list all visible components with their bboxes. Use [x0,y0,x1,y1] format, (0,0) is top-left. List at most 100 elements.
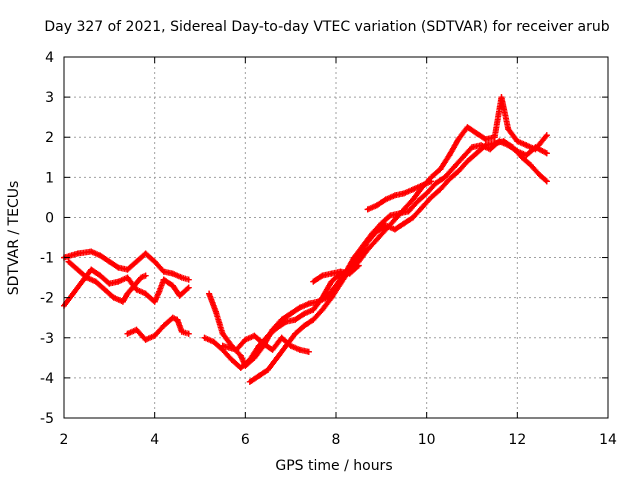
data-point [212,308,219,315]
data-point [473,130,480,137]
data-point [160,322,167,329]
data-point [446,176,453,183]
series-track-8 [246,138,550,385]
data-point [274,354,281,361]
data-point [505,126,512,133]
data-point [523,152,530,159]
data-point [124,266,131,273]
data-point [219,342,226,349]
data-point [319,272,326,279]
data-point [543,178,550,185]
data-point [70,290,77,297]
data-point [119,298,126,305]
data-point [265,366,271,373]
data-point [509,144,516,151]
data-point [156,288,163,295]
data-point [310,306,317,313]
data-point [310,278,317,285]
data-point [169,314,176,321]
data-point [74,250,81,257]
data-point [310,316,317,323]
data-point [337,280,344,287]
data-point [414,198,421,205]
data-point [391,192,398,199]
data-point [160,268,167,275]
data-point [364,246,371,253]
data-point [185,330,192,337]
data-point [482,142,489,149]
data-point [428,194,435,201]
data-point [246,356,253,363]
series-track-10 [364,178,435,213]
data-point [185,284,192,291]
data-point [255,342,262,349]
data-point [464,158,471,165]
data-point [83,274,90,281]
series-track-6 [201,94,550,371]
data-point [405,208,412,215]
data-point [459,154,466,161]
data-point [523,142,530,149]
data-point [176,292,183,299]
data-point [206,290,213,297]
data-point [328,278,335,285]
data-point [301,310,308,317]
data-point [142,290,149,297]
data-point [373,202,380,209]
data-point [174,316,181,323]
data-point [296,304,303,311]
data-point [169,282,176,289]
data-point [138,274,145,281]
data-point [500,138,507,145]
x-tick-label: 6 [241,432,250,448]
data-point [419,204,426,211]
data-point [491,134,498,141]
series-track-7 [219,332,312,355]
data-point [65,258,72,265]
data-point [260,340,267,347]
x-axis-label: GPS time / hours [275,458,392,474]
data-point [296,346,303,353]
data-point [178,328,185,335]
data-point [251,332,258,339]
data-point [287,310,294,317]
data-point [246,378,253,385]
data-point [160,276,167,283]
data-point [373,236,380,243]
data-point [410,186,417,193]
data-point [514,138,521,145]
x-tick-label: 4 [150,432,159,448]
data-point [527,162,534,169]
grid [64,57,608,418]
y-tick-label: -5 [40,411,54,427]
data-point [328,294,335,301]
data-point [210,338,217,345]
data-point [88,266,95,273]
data-point [364,238,371,245]
series-track-9 [310,262,362,285]
data-point [151,258,158,265]
data-point [319,294,326,301]
data-point [498,94,505,101]
data-point [133,326,140,333]
data-point [532,146,539,153]
data-point [346,270,353,277]
data-point [278,334,285,341]
data-point [115,264,122,271]
data-point [419,182,426,189]
data-point [305,300,312,307]
data-point [292,330,299,337]
data-point [432,180,439,187]
y-tick-label: -3 [40,331,54,347]
y-tick-label: -2 [40,291,54,307]
data-point [178,274,185,281]
data-point [283,342,290,349]
data-point [537,172,543,179]
data-point [151,298,158,305]
data-point [518,154,525,161]
data-point [428,178,435,185]
data-point [437,166,444,173]
